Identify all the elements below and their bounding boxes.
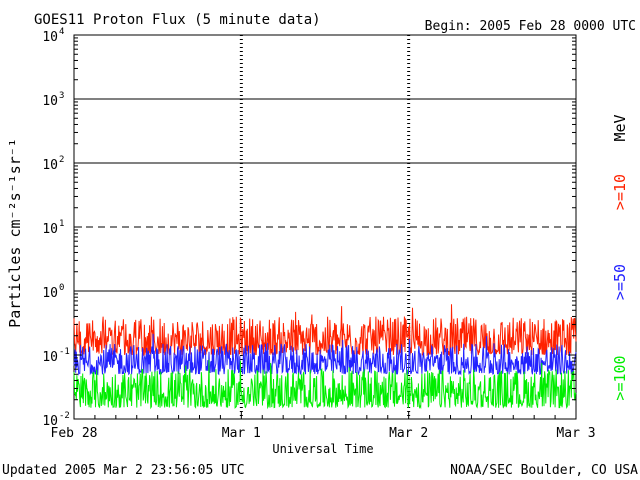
- y-tick-label: 10: [42, 94, 58, 109]
- y-tick-label: 10: [42, 414, 58, 429]
- series-line: [73, 304, 577, 357]
- series-line: [73, 359, 577, 410]
- legend-entry: >=10: [611, 174, 629, 210]
- legend: MeV >=10 >=50 >=100: [611, 114, 629, 400]
- y-tick-exponent: -1: [59, 347, 70, 357]
- y-tick-exponent: 1: [59, 219, 64, 229]
- series-layer: [73, 304, 577, 410]
- y-tick-label: 10: [42, 222, 58, 237]
- x-tick-label: Mar 3: [556, 426, 595, 441]
- legend-entry: >=100: [611, 355, 629, 400]
- y-tick-exponent: 0: [59, 283, 64, 293]
- x-tick-label: Mar 1: [222, 426, 261, 441]
- y-tick-label: 10: [42, 158, 58, 173]
- x-tick-label: Feb 28: [51, 426, 98, 441]
- legend-entry: >=50: [611, 264, 629, 300]
- y-tick-label: 10: [42, 350, 58, 365]
- y-tick-exponent: -2: [59, 411, 70, 421]
- y-tick-exponent: 4: [59, 27, 64, 37]
- y-tick-exponent: 2: [59, 155, 64, 165]
- x-axis: Feb 28 Mar 1 Mar 2 Mar 3: [51, 411, 596, 441]
- x-tick-label: Mar 2: [389, 426, 428, 441]
- begin-label: Begin: 2005 Feb 28 0000 UTC: [425, 19, 636, 34]
- x-axis-label: Universal Time: [272, 442, 373, 456]
- y-tick-label: 10: [42, 286, 58, 301]
- y-axis-label: Particles cm⁻²s⁻¹sr⁻¹: [6, 138, 24, 328]
- chart-title: GOES11 Proton Flux (5 minute data): [34, 12, 321, 28]
- source-label: NOAA/SEC Boulder, CO USA: [450, 463, 638, 478]
- series-line: [73, 333, 577, 377]
- y-tick-exponent: 3: [59, 91, 64, 101]
- updated-label: Updated 2005 Mar 2 23:56:05 UTC: [2, 463, 245, 478]
- y-tick-label: 10: [42, 30, 58, 45]
- legend-unit: MeV: [611, 114, 629, 141]
